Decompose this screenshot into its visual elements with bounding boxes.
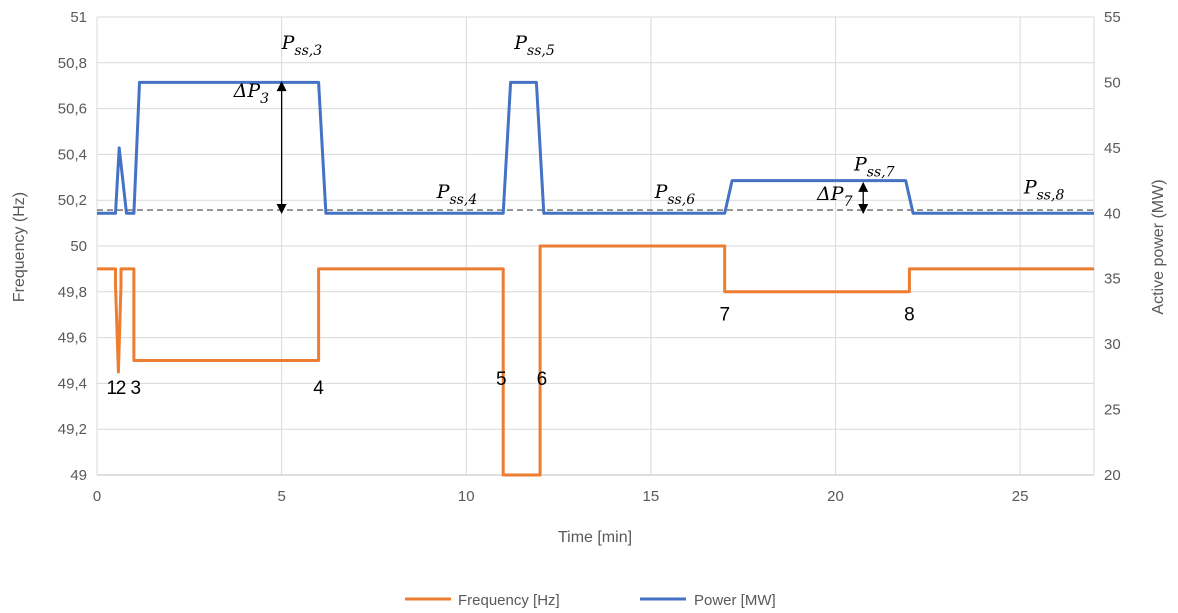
delta-arrow-head-up xyxy=(276,81,287,92)
y-left-tick-label: 50,8 xyxy=(58,55,87,72)
power-annotation: Pss,7 xyxy=(853,153,895,180)
frequency-line xyxy=(97,244,1094,477)
y-left-tick-label: 49,2 xyxy=(58,421,87,438)
y-left-tick-label: 49,4 xyxy=(58,375,87,392)
event-point-label: 5 xyxy=(496,369,507,390)
delta-arrow-head-up xyxy=(858,181,869,192)
x-tick-label: 5 xyxy=(277,488,285,505)
y-right-tick-label: 25 xyxy=(1104,402,1121,419)
y-right-tick-label: 45 xyxy=(1104,140,1121,157)
event-point-label: 6 xyxy=(537,369,548,390)
power-line xyxy=(97,80,1094,215)
power-annotation: Pss,5 xyxy=(513,32,555,59)
point-labels: 12 3 4 5 6 7 8 xyxy=(106,305,914,399)
delta-arrow-head-down xyxy=(276,203,287,214)
event-point-label: 7 xyxy=(719,305,730,326)
y-right-tick-label: 55 xyxy=(1104,9,1121,26)
legend-label: Power [MW] xyxy=(694,592,776,609)
power-annotation: Pss,4 xyxy=(436,181,478,208)
power-annotation: Pss,8 xyxy=(1023,176,1065,203)
y-left-tick-label: 50 xyxy=(70,238,87,255)
y-left-tick-label: 49 xyxy=(70,467,87,484)
event-point-label: 2 xyxy=(116,378,127,399)
event-point-label: 3 xyxy=(130,378,141,399)
y-left-tick-label: 50,2 xyxy=(58,192,87,209)
delta-arrow-head-down xyxy=(858,203,869,214)
x-tick-label: 25 xyxy=(1012,488,1029,505)
y-right-axis-title: Active power (MW) xyxy=(1150,179,1167,314)
event-point-label: 8 xyxy=(904,305,915,326)
x-tick-label: 0 xyxy=(93,488,101,505)
series-lines xyxy=(97,80,1094,477)
y-left-tick-label: 49,8 xyxy=(58,284,87,301)
y-right-tick-label: 30 xyxy=(1104,336,1121,353)
y-left-tick-label: 50,4 xyxy=(58,146,87,163)
x-axis-title: Time [min] xyxy=(558,529,632,546)
x-tick-label: 15 xyxy=(643,488,660,505)
x-tick-label: 20 xyxy=(827,488,844,505)
power-annotation: Pss,6 xyxy=(654,181,696,208)
power-annotation: Pss,3 xyxy=(281,32,323,59)
power-annotation: ΔP3 xyxy=(233,80,270,107)
annotations: Pss,3 Pss,5 Pss,4 Pss,6 Pss,7 Pss,8 ΔP3 ΔP7 xyxy=(233,32,1065,210)
event-point-label: 4 xyxy=(313,378,324,399)
y-right-tick-label: 50 xyxy=(1104,74,1121,91)
power-annotation: ΔP7 xyxy=(816,183,853,210)
y-left-axis-title: Frequency (Hz) xyxy=(11,192,28,302)
y-left-tick-label: 50,6 xyxy=(58,101,87,118)
legend: Frequency [Hz] Power [MW] xyxy=(405,592,776,609)
x-tick-label: 10 xyxy=(458,488,475,505)
y-left-tick-label: 51 xyxy=(70,9,87,26)
y-right-tick-label: 20 xyxy=(1104,467,1121,484)
y-right-tick-label: 35 xyxy=(1104,271,1121,288)
y-left-tick-label: 49,6 xyxy=(58,330,87,347)
event-point-label: 1 xyxy=(106,378,117,399)
legend-label: Frequency [Hz] xyxy=(458,592,560,609)
delta-arrows xyxy=(276,81,869,214)
y-right-tick-label: 40 xyxy=(1104,205,1121,222)
